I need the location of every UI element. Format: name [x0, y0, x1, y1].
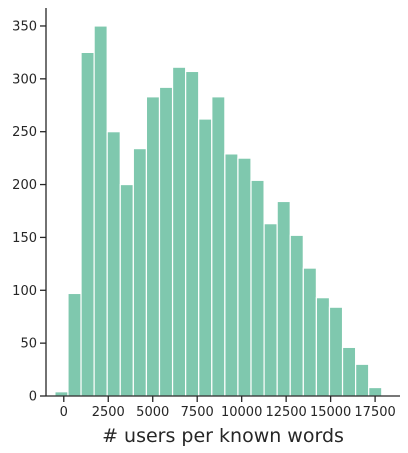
- histogram-bar: [211, 96, 226, 397]
- x-tick-label: 2500: [92, 405, 125, 420]
- y-tick-label: 50: [20, 337, 37, 352]
- x-tick-label: 7500: [181, 405, 214, 420]
- x-tick-label: 10000: [221, 405, 262, 420]
- histogram-bar: [250, 179, 265, 397]
- x-axis-label: # users per known words: [102, 425, 344, 447]
- x-tick-label: 17500: [354, 405, 395, 420]
- y-tick-label: 200: [12, 178, 37, 193]
- y-tick-label: 350: [12, 19, 37, 34]
- histogram-bar: [328, 306, 344, 397]
- y-tick-label: 150: [12, 231, 37, 246]
- histogram-bar: [289, 234, 304, 397]
- histogram-bar: [106, 131, 121, 397]
- x-tick-label: 0: [60, 405, 68, 420]
- bars-group: [54, 25, 383, 397]
- y-tick-label: 100: [12, 284, 37, 299]
- histogram-bar: [315, 297, 331, 397]
- x-tick-label: 5000: [136, 405, 169, 420]
- histogram-bar: [355, 363, 370, 397]
- x-tick-label: 12500: [265, 405, 306, 420]
- histogram-bar: [341, 346, 357, 397]
- histogram-bar: [368, 386, 383, 397]
- histogram-bar: [237, 157, 252, 397]
- histogram-bar: [276, 200, 291, 397]
- y-tick-label: 0: [29, 390, 37, 405]
- histogram-bar: [302, 267, 317, 397]
- histogram-bar: [93, 25, 108, 397]
- y-tick-label: 250: [12, 125, 37, 140]
- histogram-bar: [145, 96, 161, 397]
- histogram-bar: [132, 148, 148, 397]
- histogram-bar: [263, 223, 278, 397]
- y-tick-label: 300: [12, 72, 37, 87]
- histogram-bar: [80, 51, 95, 397]
- x-tick-label: 15000: [310, 405, 351, 420]
- histogram-bar: [119, 183, 134, 397]
- x-axis-ticks: 0 2500 5000 7500 10000 12500 15000 17500: [60, 396, 396, 420]
- histogram-bar: [185, 70, 200, 397]
- histogram-bar: [158, 86, 174, 397]
- histogram-bar: [67, 292, 82, 397]
- histogram-bar: [171, 66, 187, 397]
- histogram-bar: [198, 118, 213, 397]
- histogram-bar: [224, 153, 239, 397]
- y-axis-ticks: 0 50 100 150 200 250 300 350: [12, 19, 46, 405]
